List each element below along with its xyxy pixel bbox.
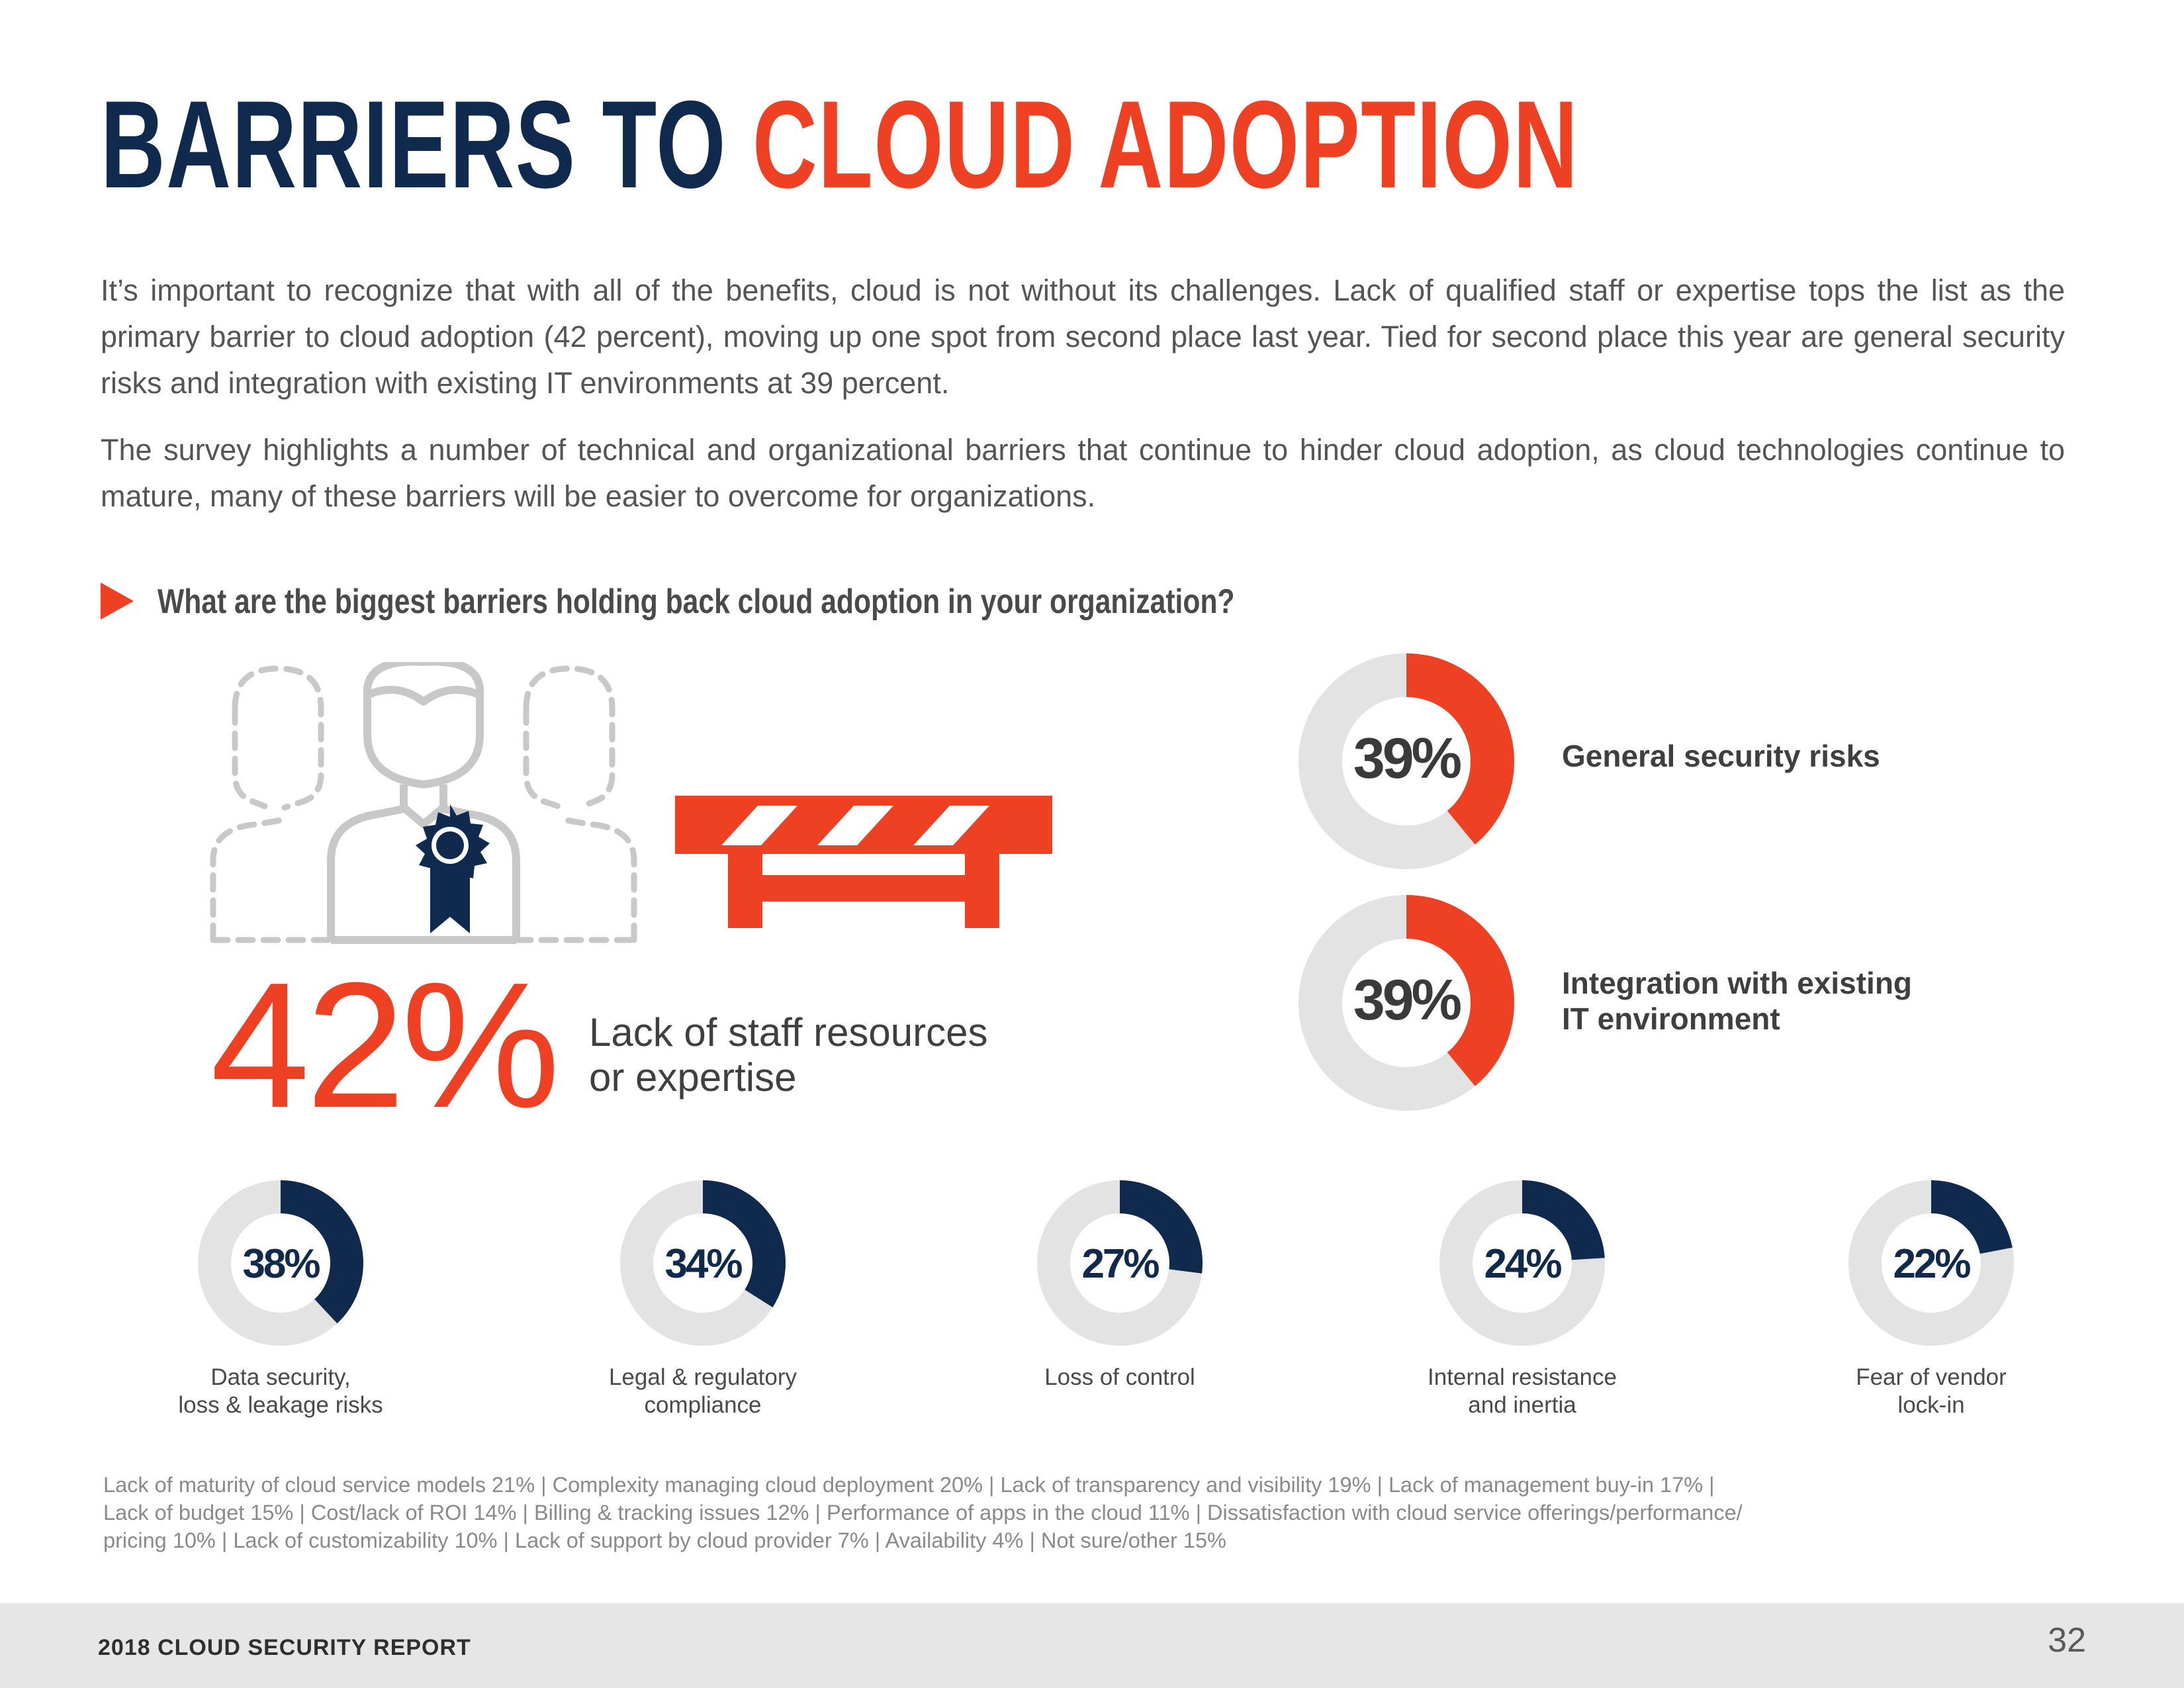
intro-paragraph-1: It’s important to recognize that with al… (101, 273, 2065, 400)
people-icon (210, 662, 637, 944)
donut-label-legal: Legal & regulatory compliance (518, 1364, 888, 1419)
donut-label-line1: Integration with existing (1562, 966, 1913, 1000)
donut-label-line1: Fear of vendor (1856, 1364, 2007, 1390)
donut-value: 27% (1081, 1241, 1159, 1287)
donut-value: 34% (664, 1241, 742, 1287)
donut-value: 39% (1353, 727, 1461, 790)
donut-label-loss-of-control: Loss of control (934, 1364, 1305, 1391)
highlight-label-line2: or expertise (589, 1055, 797, 1100)
donut-chart-security: 39% (1298, 653, 1514, 869)
donut-label-line2: loss & leakage risks (178, 1392, 383, 1418)
donut-label-line1: Data security, (210, 1364, 351, 1390)
donut-value: 22% (1893, 1241, 1970, 1287)
donut-value: 24% (1484, 1241, 1561, 1287)
donut-chart-loss-of-control: 27% (1037, 1180, 1203, 1346)
report-title: 2018 CLOUD SECURITY REPORT (98, 1635, 471, 1660)
highlight-label-line1: Lack of staff resources (589, 1010, 988, 1055)
title-part-navy: BARRIERS TO (101, 75, 727, 214)
donut-label-line1: Internal resistance (1428, 1364, 1617, 1390)
other-barriers-footnote: Lack of maturity of cloud service models… (103, 1471, 2089, 1554)
highlight-percentage: 42% (210, 946, 560, 1145)
donut-arc (1848, 1180, 2014, 1346)
donut-label-vendor-lock-in: Fear of vendor lock-in (1746, 1364, 2116, 1419)
donut-value: 38% (242, 1241, 320, 1287)
donut-arc (1298, 895, 1514, 1111)
donut-chart-internal-resistance: 24% (1439, 1180, 1605, 1346)
donut-arc (620, 1180, 786, 1346)
award-ribbon-icon (416, 804, 490, 933)
donut-arc (1298, 653, 1514, 869)
donut-arc (1037, 1180, 1203, 1346)
road-barrier-icon (675, 796, 1052, 928)
donut-arc (198, 1180, 363, 1346)
donut-chart-vendor-lock-in: 22% (1848, 1180, 2014, 1346)
donut-value: 39% (1353, 968, 1461, 1032)
donut-label-security: General security risks (1562, 738, 1985, 774)
donut-label-internal-resistance: Internal resistance and inertia (1337, 1364, 1707, 1419)
play-arrow-icon (101, 583, 134, 620)
donut-label-line2: and inertia (1468, 1392, 1576, 1418)
footnote-line: Lack of maturity of cloud service models… (103, 1473, 1715, 1497)
title-part-red: CLOUD ADOPTION (752, 75, 1579, 214)
donut-label-line1: Loss of control (1044, 1364, 1195, 1390)
survey-question: What are the biggest barriers holding ba… (158, 583, 1235, 621)
donut-label-line2: IT environment (1562, 1002, 1780, 1036)
donut-label-integration: Integration with existing IT environment (1562, 965, 1985, 1037)
footnote-line: pricing 10% | Lack of customizability 10… (103, 1528, 1226, 1552)
donut-chart-data-security: 38% (198, 1180, 363, 1346)
donut-label-line2: compliance (644, 1392, 762, 1418)
highlight-label: Lack of staff resources or expertise (589, 1010, 1092, 1100)
footer-bar (0, 1603, 2184, 1688)
donut-label-line1: General security risks (1562, 739, 1880, 773)
page-title: BARRIERS TO CLOUD ADOPTION (101, 78, 1578, 211)
footnote-line: Lack of budget 15% | Cost/lack of ROI 14… (103, 1501, 1743, 1524)
intro-paragraph-2: The survey highlights a number of techni… (101, 433, 2065, 513)
donut-label-data-security: Data security, loss & leakage risks (95, 1364, 466, 1419)
page-number: 32 (2048, 1621, 2086, 1660)
donut-label-line2: lock-in (1897, 1392, 1965, 1418)
donut-label-line1: Legal & regulatory (608, 1364, 797, 1390)
donut-chart-legal: 34% (620, 1180, 786, 1346)
donut-chart-integration: 39% (1298, 895, 1514, 1111)
